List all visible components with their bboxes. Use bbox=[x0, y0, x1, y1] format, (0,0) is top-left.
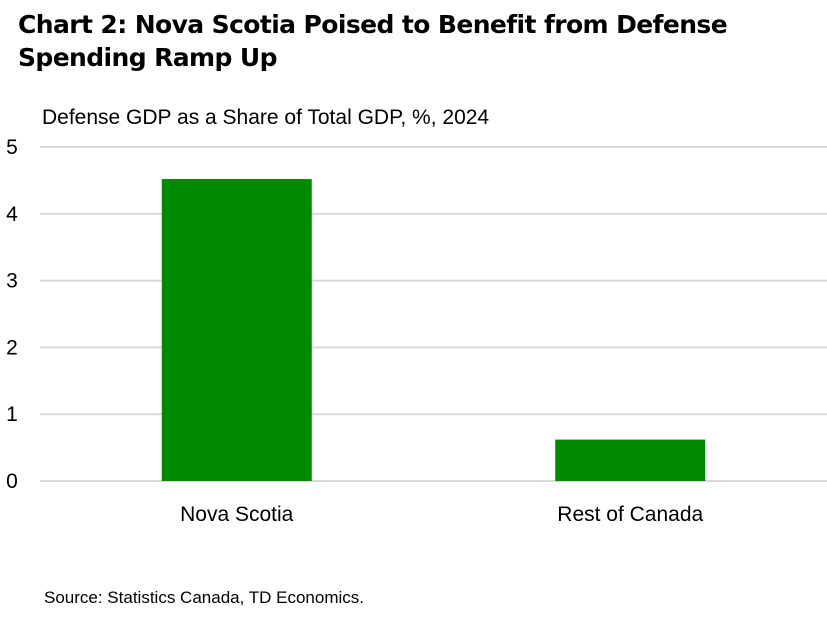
bars bbox=[161, 179, 706, 481]
y-axis-ticks: 0 1 2 3 4 5 bbox=[6, 136, 18, 493]
source-note: Source: Statistics Canada, TD Economics. bbox=[44, 588, 364, 607]
y-tick-label: 5 bbox=[6, 136, 18, 159]
y-tick-label: 4 bbox=[6, 203, 18, 226]
chart-subtitle: Defense GDP as a Share of Total GDP, %, … bbox=[42, 106, 490, 129]
y-tick-label: 0 bbox=[6, 470, 18, 493]
chart-title: Chart 2: Nova Scotia Poised to Benefit f… bbox=[18, 10, 728, 72]
y-tick-label: 1 bbox=[6, 403, 18, 426]
x-tick-label: Rest of Canada bbox=[557, 503, 703, 526]
y-tick-label: 3 bbox=[6, 270, 18, 293]
y-tick-label: 2 bbox=[6, 336, 18, 359]
bar bbox=[161, 179, 312, 481]
gridlines bbox=[40, 146, 827, 482]
x-axis-ticks: Nova Scotia Rest of Canada bbox=[180, 503, 703, 526]
x-tick-label: Nova Scotia bbox=[180, 503, 294, 526]
bar bbox=[555, 439, 706, 481]
